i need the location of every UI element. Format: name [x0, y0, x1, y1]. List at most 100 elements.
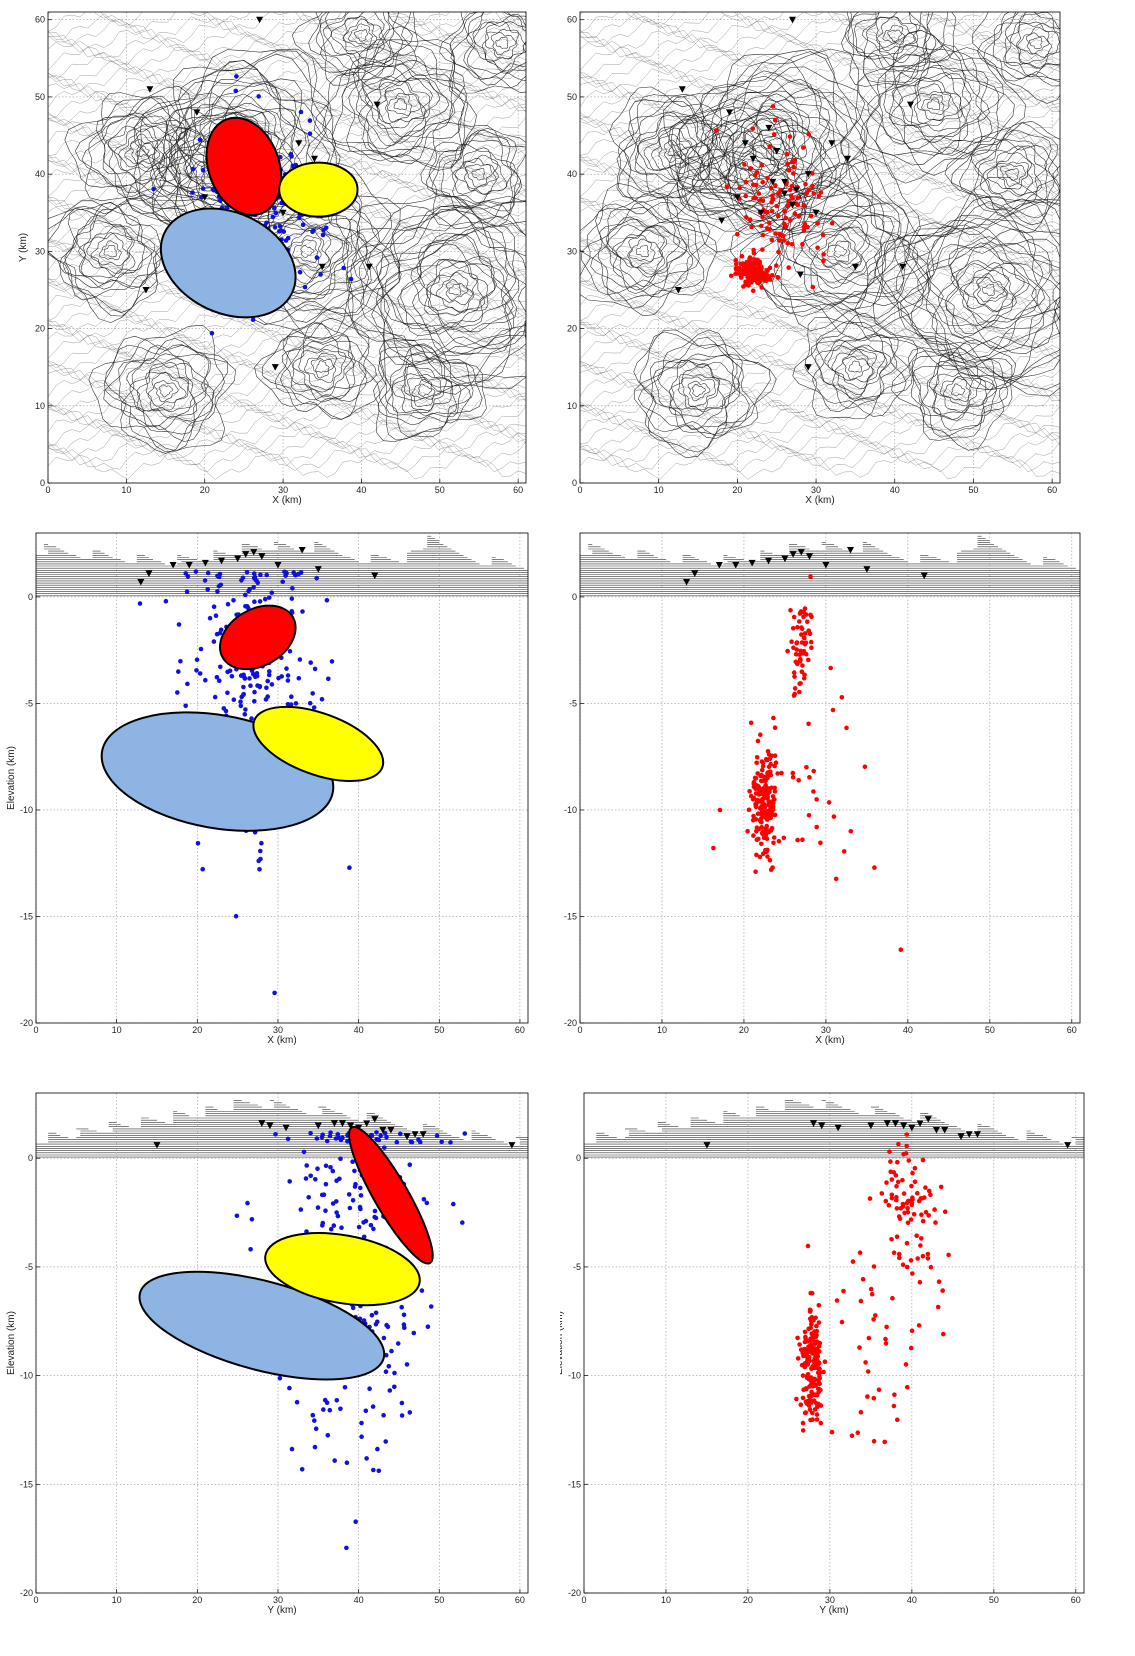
- data-point: [385, 1324, 391, 1330]
- data-point: [858, 1298, 864, 1304]
- data-point: [890, 1295, 895, 1301]
- data-point: [763, 815, 769, 820]
- data-point: [799, 632, 804, 637]
- data-point: [879, 1191, 885, 1196]
- data-point: [811, 768, 816, 774]
- data-point: [895, 1417, 900, 1423]
- data-point: [266, 595, 272, 600]
- data-point: [791, 693, 797, 698]
- data-point: [821, 1369, 826, 1375]
- data-point: [386, 1364, 392, 1369]
- data-point: [771, 132, 777, 137]
- data-point: [772, 785, 777, 791]
- data-point: [820, 232, 826, 238]
- data-point: [802, 221, 808, 227]
- data-point: [350, 1305, 356, 1311]
- data-point: [758, 773, 763, 779]
- y-axis-label: Y (km): [560, 233, 561, 262]
- x-tick-label: 50: [985, 1025, 995, 1035]
- data-point: [462, 1131, 468, 1136]
- data-point: [248, 683, 253, 688]
- data-point: [296, 676, 302, 681]
- data-point: [257, 599, 263, 604]
- ellipse-0: [219, 604, 297, 671]
- x-tick-label: 10: [121, 485, 131, 495]
- data-point: [767, 786, 773, 792]
- y-tick-label: -15: [568, 1479, 581, 1489]
- data-point: [326, 676, 331, 682]
- data-point: [771, 835, 777, 840]
- data-point: [280, 579, 286, 585]
- data-point: [897, 1255, 902, 1261]
- data-point: [785, 204, 790, 209]
- axes-box: [35, 532, 529, 1024]
- data-point: [758, 732, 763, 737]
- data-point: [793, 652, 799, 657]
- data-point: [314, 255, 320, 260]
- data-point: [919, 1212, 924, 1217]
- data-point: [419, 1288, 425, 1293]
- data-point: [886, 1203, 892, 1208]
- data-point: [926, 1213, 931, 1218]
- data-point: [184, 589, 190, 594]
- data-point: [790, 774, 796, 780]
- data-point: [811, 789, 816, 794]
- data-point: [809, 1389, 814, 1395]
- data-point: [807, 1384, 812, 1389]
- data-point: [781, 835, 787, 841]
- data-point: [802, 1329, 808, 1335]
- data-point: [902, 1210, 907, 1216]
- data-point: [347, 865, 352, 870]
- data-point: [306, 1195, 312, 1200]
- x-axis-label: X (km): [272, 495, 301, 506]
- data-point: [776, 213, 781, 219]
- data-point: [794, 1396, 799, 1402]
- x-tick-label: 0: [33, 1595, 38, 1605]
- data-point: [195, 841, 201, 846]
- data-point: [249, 1217, 255, 1222]
- data-point: [894, 1206, 900, 1211]
- data-point: [814, 1355, 819, 1361]
- station-triangle: [822, 561, 830, 569]
- data-point: [163, 598, 169, 604]
- data-point: [352, 1168, 357, 1174]
- data-point: [334, 1398, 340, 1403]
- data-point: [285, 1136, 291, 1142]
- data-point: [368, 1222, 374, 1228]
- data-point: [800, 1395, 806, 1401]
- x-tick-label: 30: [273, 1595, 283, 1605]
- data-point: [767, 858, 773, 863]
- station-triangle: [250, 549, 258, 556]
- x-tick-label: 10: [112, 1595, 122, 1605]
- data-point: [322, 1397, 328, 1403]
- data-point: [310, 229, 315, 235]
- data-point: [771, 840, 776, 846]
- source-ellipses: [159, 116, 359, 319]
- ellipse-1: [278, 161, 359, 218]
- data-point: [872, 865, 877, 870]
- data-point: [755, 738, 761, 744]
- data-point: [733, 266, 739, 272]
- data-point: [828, 665, 833, 671]
- x-tick-label: 30: [825, 1595, 835, 1605]
- data-point: [795, 625, 800, 630]
- y-tick-label: -5: [25, 698, 33, 708]
- data-point: [935, 1304, 941, 1310]
- y-tick-label: 0: [576, 1153, 581, 1163]
- data-point: [792, 158, 797, 163]
- data-point: [741, 284, 746, 289]
- data-point: [810, 1333, 816, 1339]
- data-point: [808, 1348, 813, 1354]
- data-point: [770, 794, 776, 799]
- data-point: [330, 1168, 336, 1174]
- data-point: [367, 1386, 372, 1391]
- station-triangle: [732, 561, 740, 569]
- y-tick-label: -5: [25, 1262, 33, 1272]
- data-point: [793, 659, 799, 665]
- data-point: [399, 1400, 405, 1406]
- data-point: [811, 191, 816, 196]
- data-point: [763, 783, 768, 788]
- data-point: [215, 589, 220, 594]
- data-point: [773, 231, 778, 236]
- data-point: [777, 238, 782, 243]
